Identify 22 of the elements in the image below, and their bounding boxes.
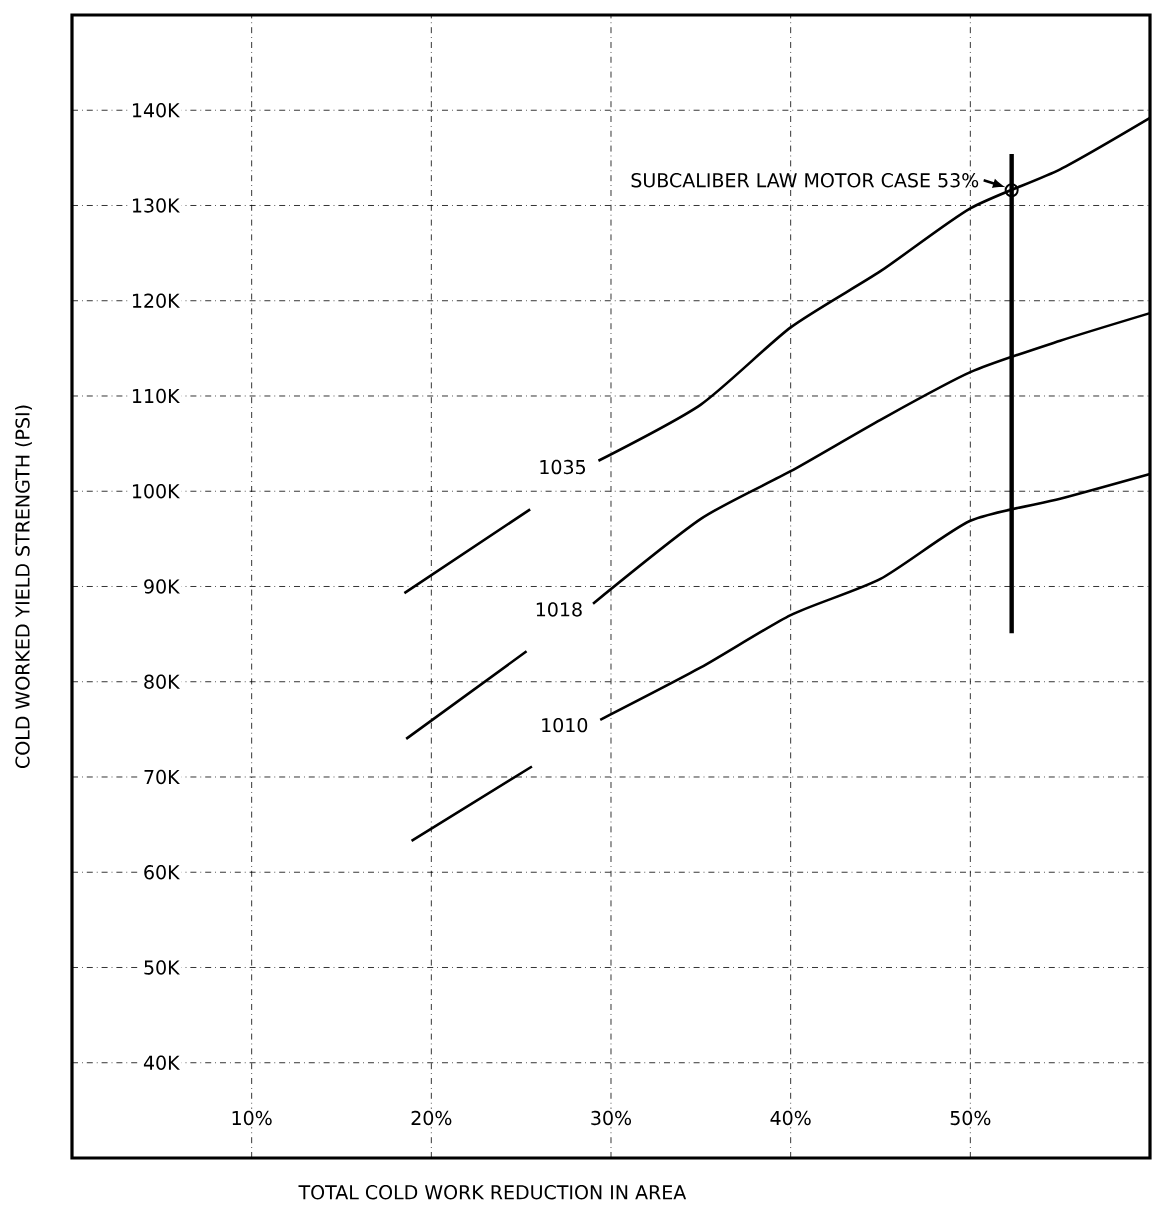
y-tick-label: 50K: [144, 960, 180, 975]
y-tick-label: 70K: [144, 769, 180, 785]
series-label: 1035: [540, 459, 586, 475]
x-axis-title: TOTAL COLD WORK REDUCTION IN AREA: [298, 1185, 687, 1200]
y-tick-label: 90K: [144, 579, 180, 594]
x-tick-label: 50%: [950, 1110, 991, 1126]
series-label: 1010: [542, 717, 588, 733]
annotation: SUBCALIBER LAW MOTOR CASE 53%: [631, 173, 979, 188]
y-tick-label: 110K: [132, 388, 180, 404]
y-tick-label: 100K: [132, 484, 180, 499]
x-tick-label: 10%: [232, 1110, 272, 1126]
series-label: 1018: [536, 602, 582, 617]
x-tick-label: 40%: [770, 1110, 811, 1126]
y-tick-label: 130K: [132, 198, 180, 213]
x-tick-label: 30%: [591, 1110, 632, 1126]
y-tick-label: 40K: [143, 1055, 180, 1070]
y-tick-label: 60K: [144, 865, 180, 880]
x-tick-label: 20%: [411, 1110, 452, 1126]
y-tick-label: 80K: [144, 674, 180, 689]
y-tick-label: 120K: [132, 293, 180, 308]
y-axis-title: COLD WORKED YIELD STRENGTH (PSI): [15, 405, 32, 768]
y-tick-label: 140K: [132, 103, 180, 118]
